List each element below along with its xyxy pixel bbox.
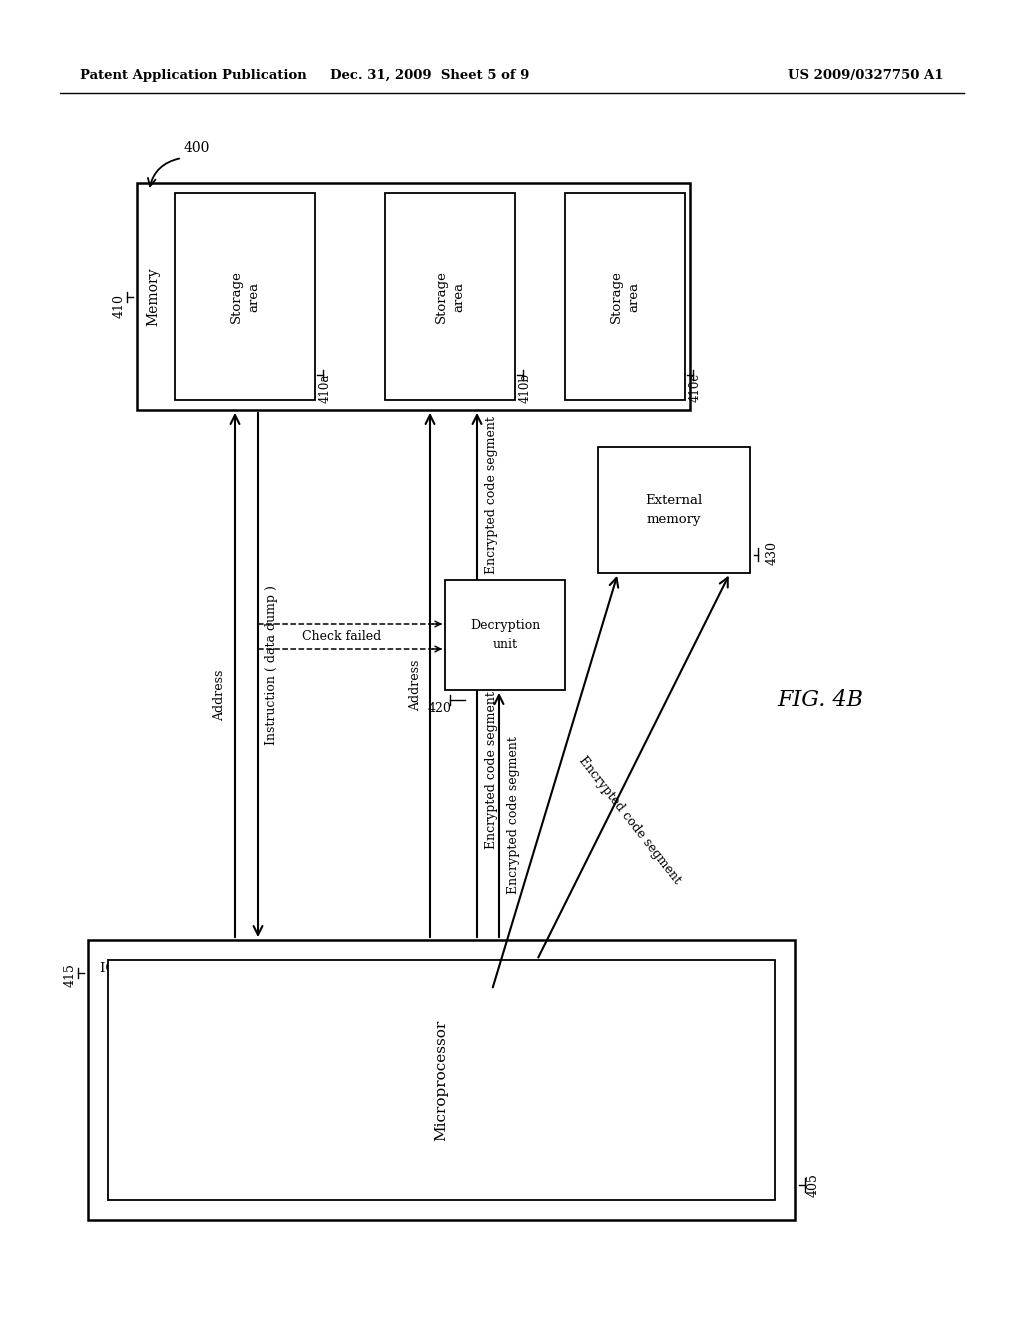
Text: 410b: 410b — [518, 374, 531, 403]
Text: Encrypted code segment: Encrypted code segment — [507, 737, 519, 894]
Text: Storage
area: Storage area — [434, 271, 466, 323]
Text: Storage
area: Storage area — [609, 271, 640, 323]
Text: FIG. 4B: FIG. 4B — [777, 689, 863, 711]
Bar — [137, 183, 690, 411]
Text: Instruction ( data dump ): Instruction ( data dump ) — [265, 585, 279, 744]
Bar — [565, 193, 685, 400]
Text: US 2009/0327750 A1: US 2009/0327750 A1 — [788, 69, 944, 82]
Bar — [598, 447, 750, 573]
Text: Storage
area: Storage area — [229, 271, 260, 323]
Text: External
memory: External memory — [645, 495, 702, 525]
Text: 410a: 410a — [318, 374, 332, 403]
Text: Address: Address — [410, 659, 423, 710]
Text: Encrypted code segment: Encrypted code segment — [577, 754, 684, 886]
Text: Microprocessor: Microprocessor — [434, 1019, 449, 1140]
Text: Address: Address — [213, 669, 226, 721]
Bar — [88, 940, 795, 1220]
Text: IC Chip: IC Chip — [100, 962, 151, 975]
Text: 400: 400 — [184, 141, 210, 154]
Bar — [108, 960, 775, 1200]
Text: Memory: Memory — [146, 267, 160, 326]
Text: 420: 420 — [428, 701, 452, 714]
Text: 430: 430 — [766, 541, 778, 565]
Text: Encrypted code segment: Encrypted code segment — [484, 416, 498, 574]
Bar — [445, 579, 565, 690]
Bar — [175, 193, 315, 400]
Bar — [385, 193, 515, 400]
Text: 405: 405 — [807, 1173, 819, 1197]
Text: Decryption
unit: Decryption unit — [470, 619, 540, 651]
Text: Patent Application Publication: Patent Application Publication — [80, 69, 307, 82]
Text: 415: 415 — [63, 964, 77, 987]
Text: 410: 410 — [113, 294, 126, 318]
Text: Dec. 31, 2009  Sheet 5 of 9: Dec. 31, 2009 Sheet 5 of 9 — [331, 69, 529, 82]
Text: Check failed: Check failed — [302, 630, 381, 643]
Text: Encrypted code segment: Encrypted code segment — [484, 692, 498, 849]
Text: 410c: 410c — [688, 374, 701, 403]
